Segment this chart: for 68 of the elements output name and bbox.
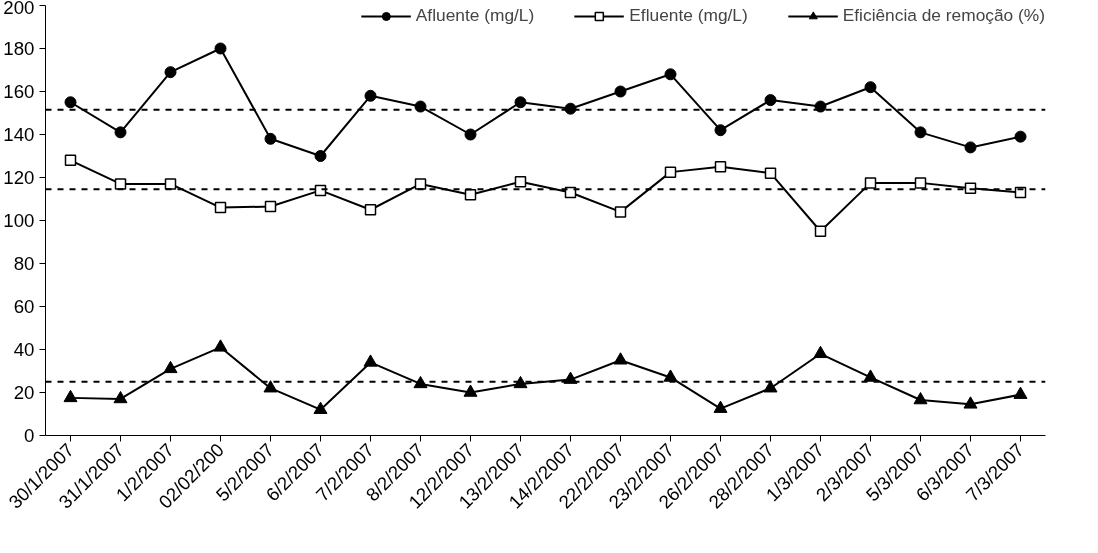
point <box>863 369 878 382</box>
point <box>564 102 577 115</box>
point <box>314 150 327 162</box>
y-tick-label: 0 <box>24 425 35 446</box>
point <box>463 384 478 397</box>
point <box>613 352 628 365</box>
point <box>814 100 827 113</box>
point <box>264 200 277 213</box>
point <box>864 177 877 189</box>
point <box>464 128 477 141</box>
point <box>914 177 927 189</box>
point <box>914 126 927 139</box>
point <box>363 354 378 367</box>
point <box>364 89 377 102</box>
point <box>713 400 728 413</box>
point <box>764 94 777 107</box>
point <box>663 369 678 382</box>
y-tick-label: 80 <box>13 253 35 274</box>
point <box>414 178 427 190</box>
point <box>114 126 127 139</box>
y-tick-label: 160 <box>3 81 35 102</box>
point <box>164 178 177 190</box>
point <box>614 206 627 218</box>
y-tick-label: 60 <box>13 296 35 317</box>
point <box>514 176 527 188</box>
point <box>864 81 877 94</box>
point <box>113 390 128 404</box>
point <box>813 345 828 359</box>
point <box>213 339 228 352</box>
legend-label: Afluente (mg/L) <box>415 5 535 26</box>
point <box>214 201 227 214</box>
point <box>664 166 677 178</box>
legend-label: Eficiência de remoção (%) <box>842 5 1045 26</box>
point <box>664 68 677 81</box>
point <box>714 124 727 137</box>
point <box>614 85 627 98</box>
point <box>263 380 278 393</box>
y-tick-label: 100 <box>3 210 35 231</box>
point <box>963 396 978 409</box>
point <box>964 141 977 154</box>
point <box>264 132 277 145</box>
point <box>763 380 778 393</box>
point <box>1013 386 1028 399</box>
y-tick-label: 140 <box>3 124 35 145</box>
point <box>1014 130 1027 143</box>
y-tick-label: 200 <box>3 0 35 18</box>
point <box>563 371 578 384</box>
y-tick-label: 20 <box>13 382 35 403</box>
point <box>163 360 178 374</box>
point <box>164 66 177 79</box>
point <box>64 154 77 167</box>
y-tick-label: 120 <box>3 167 35 188</box>
point <box>114 178 127 190</box>
point <box>313 401 328 414</box>
point <box>814 225 827 237</box>
point <box>64 96 77 109</box>
point <box>63 389 78 403</box>
point <box>714 161 727 173</box>
legend-label: Efluente (mg/L) <box>629 5 748 26</box>
point <box>913 392 928 405</box>
y-tick-label: 40 <box>13 339 35 360</box>
point <box>764 167 777 179</box>
y-tick-label: 180 <box>3 38 35 59</box>
point <box>513 375 528 389</box>
point <box>214 42 227 55</box>
point <box>514 96 527 109</box>
point <box>364 204 377 216</box>
point <box>414 100 427 113</box>
